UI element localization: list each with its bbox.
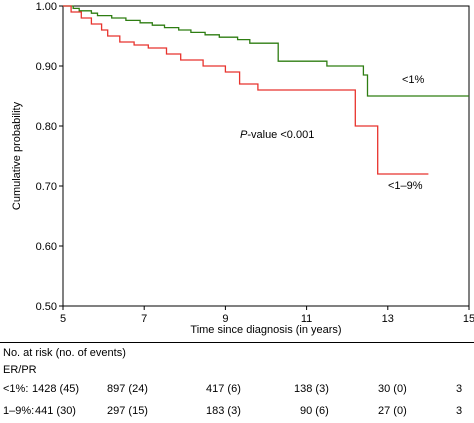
x-tick-label: 15 <box>463 313 474 325</box>
y-tick-label: 0.90 <box>36 61 57 73</box>
risk-cell: 30 (0) <box>378 383 407 395</box>
plot-frame <box>62 5 470 307</box>
y-axis-label: Cumulative probability <box>11 101 23 210</box>
p-value-text: -value <0.001 <box>247 129 314 141</box>
survival-chart: 0.50 0.60 0.70 0.80 0.90 1.00 5 7 9 11 13 15 Cumul… <box>11 1 474 336</box>
risk-cell: 417 (6) <box>206 383 241 395</box>
legend-label-lt1: <1% <box>402 74 425 86</box>
y-tick-label: 0.80 <box>36 121 57 133</box>
risk-cell: 1428 (45) <box>32 383 80 395</box>
risk-cell: 897 (24) <box>107 383 148 395</box>
risk-row-1to9: 1–9%: 441 (30) 297 (15) 183 (3) 90 (6) 2… <box>0 405 474 423</box>
risk-cell: 183 (3) <box>206 405 241 417</box>
risk-cell: 441 (30) <box>35 405 76 417</box>
risk-row-label: 1–9%: <box>3 405 35 417</box>
risk-row-lt1: <1%: 1428 (45) 897 (24) 417 (6) 138 (3) … <box>0 383 474 401</box>
y-tick-label: 0.70 <box>36 181 57 193</box>
y-tick-label: 0.60 <box>36 241 57 253</box>
risk-row-label: <1%: <box>3 383 29 395</box>
legend-label-1to9: <1–9% <box>388 180 423 192</box>
risk-table: No. at risk (no. of events) ER/PR <1%: 1… <box>0 342 474 420</box>
x-tick-label: 13 <box>382 313 394 325</box>
risk-cell: 138 (3) <box>294 383 329 395</box>
risk-cell: 297 (15) <box>107 405 148 417</box>
risk-cell: 3 <box>456 405 463 417</box>
x-tick-label: 5 <box>60 313 66 325</box>
p-value-italic: P <box>240 129 248 141</box>
y-axis-ticks: 0.50 0.60 0.70 0.80 0.90 1.00 <box>36 1 63 313</box>
x-tick-label: 11 <box>301 313 312 325</box>
y-tick-label: 1.00 <box>36 1 57 13</box>
risk-cell: 3 <box>456 383 463 395</box>
risk-cell: 27 (0) <box>378 405 407 417</box>
risk-table-subtitle: ER/PR <box>3 364 37 376</box>
series-lines <box>63 5 469 175</box>
series-line-lt1 <box>63 5 469 97</box>
x-tick-label: 7 <box>141 313 147 325</box>
x-tick-label: 9 <box>222 313 228 325</box>
x-axis-label: Time since diagnosis (in years) <box>190 324 341 336</box>
y-tick-label: 0.50 <box>36 301 57 313</box>
risk-cell: 90 (6) <box>300 405 329 417</box>
x-axis-ticks: 5 7 9 11 13 15 <box>60 306 474 325</box>
p-value-annotation: P-value <0.001 <box>240 129 314 141</box>
series-line-1to9 <box>63 5 429 175</box>
risk-table-title: No. at risk (no. of events) <box>3 347 126 359</box>
